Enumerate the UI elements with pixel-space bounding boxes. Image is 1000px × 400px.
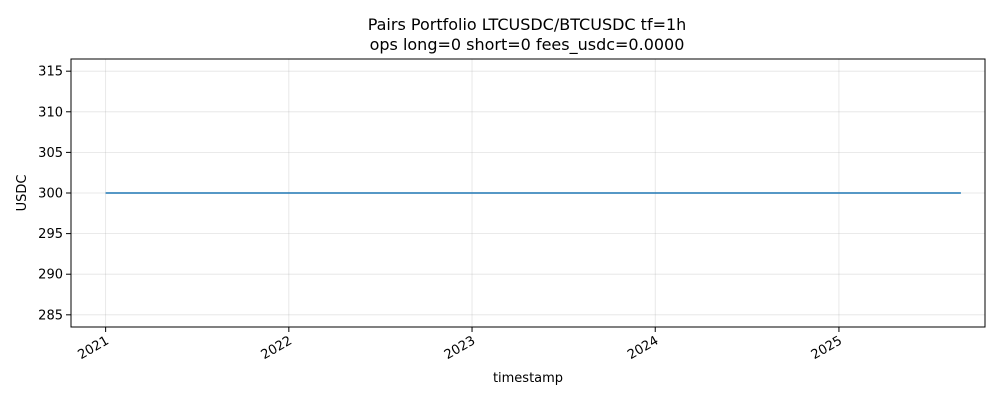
y-tick-label: 300 bbox=[38, 187, 63, 202]
x-tick-label: 2024 bbox=[625, 333, 661, 363]
x-tick-label: 2025 bbox=[809, 333, 845, 363]
y-axis: 285 290 295 300 305 310 315 bbox=[38, 65, 71, 323]
x-tick-label: 2022 bbox=[259, 333, 295, 363]
chart-title: Pairs Portfolio LTCUSDC/BTCUSDC tf=1h bbox=[368, 15, 687, 34]
y-tick-label: 285 bbox=[38, 308, 63, 323]
x-axis: 2021 2022 2023 2024 2025 bbox=[75, 327, 845, 363]
chart-subtitle: ops long=0 short=0 fees_usdc=0.0000 bbox=[370, 35, 685, 55]
y-tick-label: 310 bbox=[38, 105, 63, 120]
y-tick-label: 290 bbox=[38, 268, 63, 283]
y-tick-label: 315 bbox=[38, 65, 63, 80]
x-tick-label: 2023 bbox=[442, 333, 478, 363]
y-tick-label: 305 bbox=[38, 146, 63, 161]
y-tick-label: 295 bbox=[38, 227, 63, 242]
x-tick-label: 2021 bbox=[75, 333, 111, 363]
x-axis-label: timestamp bbox=[493, 371, 563, 386]
y-axis-label: USDC bbox=[15, 175, 30, 212]
